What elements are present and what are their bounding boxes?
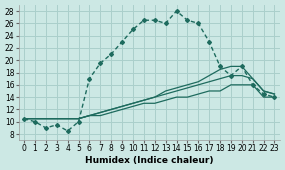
X-axis label: Humidex (Indice chaleur): Humidex (Indice chaleur) bbox=[85, 156, 213, 165]
